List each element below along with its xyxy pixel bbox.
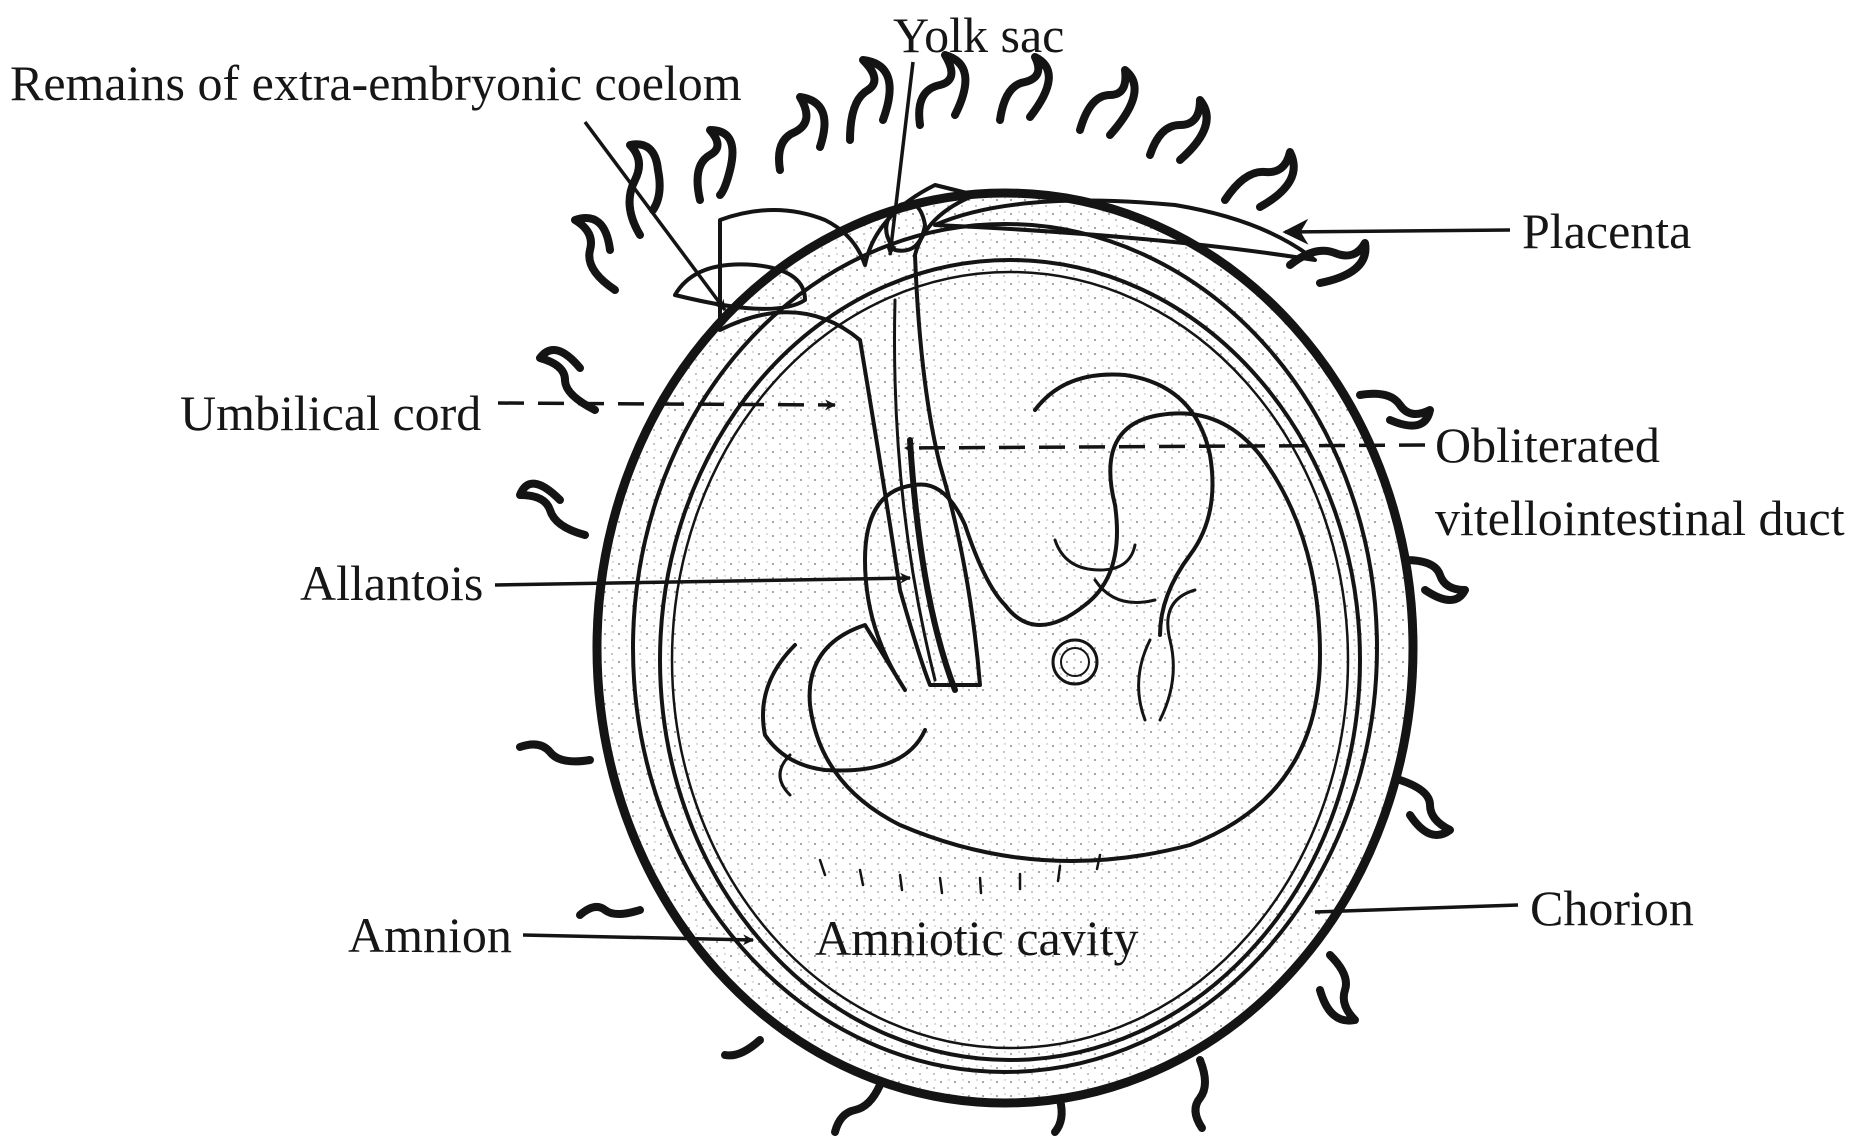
leader-placenta bbox=[1282, 218, 1511, 245]
label-chorion: Chorion bbox=[1530, 880, 1694, 936]
amnion-membrane bbox=[658, 258, 1362, 1062]
leader-coelom bbox=[583, 120, 727, 312]
label-coelom-remains: Remains of extra-embryonic coelom bbox=[10, 55, 742, 111]
leader-yolk-sac bbox=[885, 61, 915, 257]
placental-villi bbox=[516, 51, 1469, 1136]
label-amnion: Amnion bbox=[348, 907, 512, 963]
label-obliterated-line1: Obliterated bbox=[1435, 417, 1660, 473]
leader-lines bbox=[494, 61, 1519, 946]
chorion-wall bbox=[592, 188, 1418, 1108]
leader-obliterated-duct bbox=[903, 442, 1426, 454]
label-umbilical-cord: Umbilical cord bbox=[180, 385, 481, 441]
coelom-remains bbox=[673, 198, 1317, 311]
leader-amnion bbox=[522, 933, 755, 946]
label-amniotic-cavity: Amniotic cavity bbox=[815, 910, 1139, 966]
umbilical-cord bbox=[718, 183, 982, 693]
leader-umbilical-cord bbox=[497, 399, 837, 411]
leader-chorion bbox=[1314, 903, 1519, 914]
embryo bbox=[761, 372, 1322, 895]
leader-allantois bbox=[494, 572, 912, 587]
label-obliterated-line2: vitellointestinal duct bbox=[1435, 490, 1845, 546]
label-placenta: Placenta bbox=[1522, 203, 1691, 259]
label-allantois: Allantois bbox=[300, 555, 483, 611]
label-yolk-sac: Yolk sac bbox=[893, 7, 1064, 63]
yolk-sac bbox=[884, 201, 927, 253]
